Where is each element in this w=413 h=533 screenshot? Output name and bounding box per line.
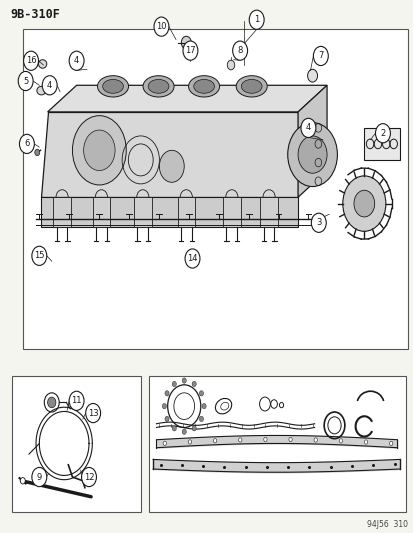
Circle shape (313, 438, 317, 442)
Circle shape (297, 136, 326, 173)
Text: 5: 5 (23, 77, 28, 85)
Text: 15: 15 (34, 252, 45, 260)
Circle shape (24, 51, 38, 70)
Text: 17: 17 (185, 46, 195, 55)
Circle shape (18, 71, 33, 91)
Polygon shape (47, 85, 326, 112)
Circle shape (249, 10, 263, 29)
Bar (23, 29, 407, 349)
Circle shape (85, 403, 100, 423)
Polygon shape (93, 197, 110, 227)
Text: 9: 9 (37, 473, 42, 481)
Text: 4: 4 (74, 56, 79, 65)
Circle shape (182, 429, 186, 434)
Text: 2: 2 (380, 129, 385, 138)
Circle shape (192, 381, 196, 386)
Circle shape (287, 123, 337, 187)
Circle shape (300, 118, 315, 138)
Ellipse shape (38, 60, 47, 68)
Circle shape (389, 441, 392, 446)
Ellipse shape (102, 79, 123, 93)
Text: 1: 1 (254, 15, 259, 24)
Circle shape (159, 150, 184, 182)
Circle shape (83, 130, 115, 171)
Polygon shape (41, 112, 297, 197)
Circle shape (183, 41, 197, 60)
Text: 4: 4 (47, 81, 52, 90)
Circle shape (32, 467, 47, 487)
Ellipse shape (148, 79, 169, 93)
Circle shape (363, 440, 367, 444)
Circle shape (163, 441, 166, 446)
Circle shape (47, 397, 56, 408)
Polygon shape (297, 85, 326, 197)
Circle shape (375, 124, 389, 143)
Circle shape (263, 438, 266, 442)
Circle shape (288, 438, 292, 442)
Ellipse shape (235, 76, 267, 97)
Circle shape (81, 467, 96, 487)
Polygon shape (260, 197, 277, 227)
Ellipse shape (97, 76, 128, 97)
Circle shape (42, 76, 57, 95)
Circle shape (35, 149, 40, 156)
Circle shape (172, 381, 176, 386)
Circle shape (164, 416, 169, 422)
Text: 4: 4 (305, 124, 310, 132)
Text: 7: 7 (318, 52, 323, 60)
Bar (12, 376, 140, 512)
Circle shape (20, 478, 25, 484)
Text: 11: 11 (71, 397, 82, 405)
Ellipse shape (193, 79, 214, 93)
Circle shape (199, 391, 203, 396)
Circle shape (164, 391, 169, 396)
Circle shape (154, 17, 169, 36)
Text: 12: 12 (83, 473, 94, 481)
Text: 9B-310F: 9B-310F (10, 8, 60, 21)
Circle shape (69, 391, 84, 410)
Circle shape (19, 134, 34, 154)
Circle shape (172, 426, 176, 431)
Circle shape (213, 439, 216, 443)
Circle shape (162, 403, 166, 409)
Polygon shape (177, 197, 195, 227)
Text: 14: 14 (187, 254, 197, 263)
Circle shape (202, 403, 206, 409)
Ellipse shape (37, 86, 46, 95)
Text: 3: 3 (316, 219, 320, 227)
Circle shape (307, 69, 317, 82)
Circle shape (238, 438, 241, 442)
Text: 6: 6 (24, 140, 29, 148)
Circle shape (313, 46, 328, 66)
Bar (149, 376, 405, 512)
Ellipse shape (143, 76, 174, 97)
Text: 8: 8 (237, 46, 242, 55)
Circle shape (181, 36, 191, 49)
Circle shape (72, 116, 126, 185)
Circle shape (192, 426, 196, 431)
Circle shape (32, 246, 47, 265)
Ellipse shape (241, 79, 261, 93)
Circle shape (338, 439, 342, 443)
Polygon shape (134, 197, 151, 227)
Circle shape (185, 249, 199, 268)
Circle shape (311, 213, 325, 232)
Circle shape (188, 440, 191, 444)
Text: 10: 10 (156, 22, 166, 31)
Text: 94J56  310: 94J56 310 (366, 520, 407, 529)
Circle shape (353, 190, 374, 217)
Polygon shape (53, 197, 71, 227)
Ellipse shape (188, 76, 219, 97)
Circle shape (69, 51, 84, 70)
Polygon shape (223, 197, 240, 227)
Bar (363, 128, 399, 160)
Text: 16: 16 (26, 56, 36, 65)
Circle shape (342, 176, 385, 231)
Circle shape (227, 60, 234, 70)
Polygon shape (41, 197, 297, 227)
Text: 13: 13 (88, 409, 98, 417)
Circle shape (199, 416, 203, 422)
Circle shape (232, 41, 247, 60)
Circle shape (182, 378, 186, 383)
